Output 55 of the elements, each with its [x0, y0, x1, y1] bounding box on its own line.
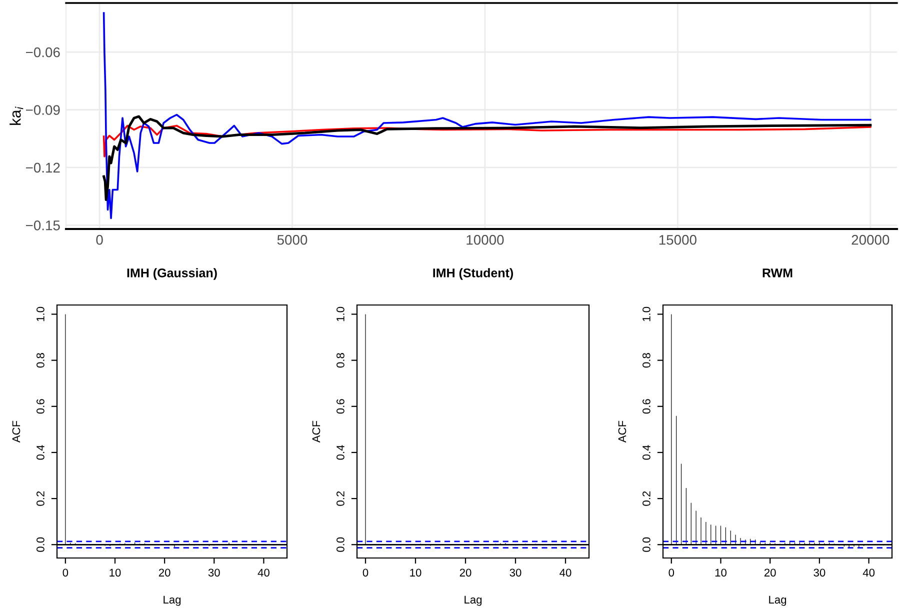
x-tick-label: 20 — [460, 568, 472, 577]
x-axis-title: Lag — [464, 596, 482, 606]
x-tick-label: 10 — [110, 568, 121, 577]
chart-title: IMH (Student) — [433, 268, 513, 280]
x-tick-label: 15000 — [659, 234, 696, 245]
x-tick-label: 40 — [258, 568, 270, 577]
y-axis-title: ACF — [312, 420, 320, 443]
x-tick-label: 30 — [814, 568, 826, 577]
x-tick-label: 20 — [764, 568, 776, 577]
x-tick-label: 40 — [560, 568, 572, 577]
y-tick-label: 0.6 — [36, 399, 44, 414]
y-tick-label: 0.2 — [336, 491, 344, 506]
x-axis-title: Lag — [164, 596, 181, 606]
x-tick-label: 40 — [862, 568, 875, 577]
y-tick-label: 0.4 — [336, 445, 344, 460]
chart-title: IMH (Gaussian) — [127, 268, 217, 280]
y-tick-label: 0.2 — [36, 491, 44, 506]
y-tick-label: 1.0 — [36, 306, 44, 322]
y-tick-label: 1.0 — [642, 306, 650, 322]
x-tick-label: 10 — [715, 568, 726, 577]
y-tick-label: −0.06 — [26, 47, 60, 58]
x-tick-label: 5000 — [277, 234, 308, 245]
x-tick-label: 10000 — [466, 234, 504, 245]
line-series — [102, 124, 872, 158]
y-axis-title: ka$_{i}$ — [10, 106, 24, 125]
y-tick-label: 0.8 — [36, 353, 44, 368]
y-tick-label: 0.4 — [36, 445, 44, 460]
y-tick-label: 0.8 — [642, 353, 650, 368]
x-tick-label: 30 — [208, 568, 220, 577]
y-tick-label: 0.4 — [642, 445, 650, 460]
y-tick-label: 0.6 — [336, 399, 344, 414]
y-axis-title: ACF — [618, 420, 626, 443]
line-series — [102, 12, 872, 220]
x-tick-label: 0 — [62, 568, 68, 577]
x-tick-label: 10 — [410, 568, 422, 577]
y-tick-label: 0.2 — [642, 491, 650, 506]
y-tick-label: 0.8 — [336, 353, 344, 368]
y-tick-label: 0.0 — [36, 537, 44, 552]
y-tick-label: −0.12 — [26, 162, 60, 173]
x-tick-label: 30 — [510, 568, 522, 577]
x-tick-label: 20000 — [852, 234, 890, 245]
line-series — [102, 115, 872, 202]
y-tick-label: 0.0 — [336, 537, 344, 552]
x-tick-label: 0 — [362, 568, 368, 577]
chart-title: RWM — [762, 268, 792, 278]
x-tick-label: 0 — [668, 568, 674, 577]
y-tick-label: 1.0 — [336, 306, 344, 322]
y-tick-label: −0.09 — [26, 105, 60, 115]
y-axis-title: ACF — [12, 420, 20, 443]
x-tick-label: 0 — [96, 234, 103, 245]
y-tick-label: 0.6 — [642, 399, 650, 414]
x-axis-title: Lag — [769, 596, 786, 606]
y-tick-label: −0.15 — [26, 220, 60, 230]
y-tick-label: 0.0 — [642, 537, 650, 552]
x-tick-label: 20 — [158, 568, 170, 577]
